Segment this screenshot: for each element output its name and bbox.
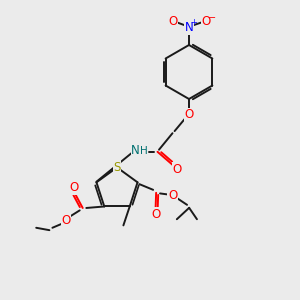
Text: H: H [140, 146, 147, 156]
Text: N: N [131, 144, 140, 158]
Text: O: O [168, 14, 177, 28]
Text: O: O [69, 181, 78, 194]
Text: O: O [202, 14, 211, 28]
Text: S: S [113, 161, 121, 174]
Text: O: O [184, 108, 194, 121]
Text: O: O [61, 214, 71, 227]
Text: N: N [184, 21, 194, 34]
Text: +: + [190, 18, 196, 27]
Text: O: O [168, 189, 177, 202]
Text: O: O [173, 163, 182, 176]
Text: −: − [208, 13, 216, 23]
Text: O: O [151, 208, 160, 220]
